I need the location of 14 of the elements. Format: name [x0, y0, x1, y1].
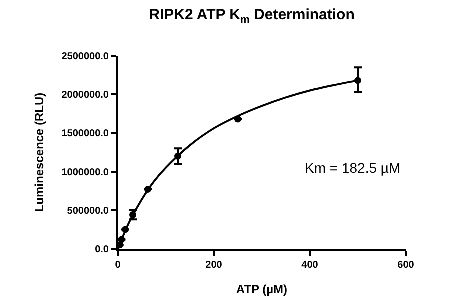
x-tick-label: 400 [302, 260, 319, 271]
y-tick-label: 500000.0 [67, 206, 110, 217]
annotation: Km = 182.5 µM [305, 160, 401, 176]
y-tick-label: 0.0 [95, 244, 110, 256]
chart-title: RIPK2 ATP K$_{m}$ Determination [149, 6, 355, 26]
x-axis-title: ATP (µM) [236, 282, 288, 296]
y-axis-title: Luminescence (RLU) [32, 92, 47, 212]
y-tick-label: 2000000.0 [62, 90, 110, 102]
x-tick-label: 200 [206, 260, 223, 271]
x-tick-label: 600 [398, 260, 415, 271]
x-tick-label: 0 [115, 260, 122, 271]
y-tick-label: 2500000.0 [62, 52, 110, 62]
y-tick-label: 1500000.0 [62, 128, 110, 140]
y-tick-label: 1000000.0 [62, 167, 110, 178]
